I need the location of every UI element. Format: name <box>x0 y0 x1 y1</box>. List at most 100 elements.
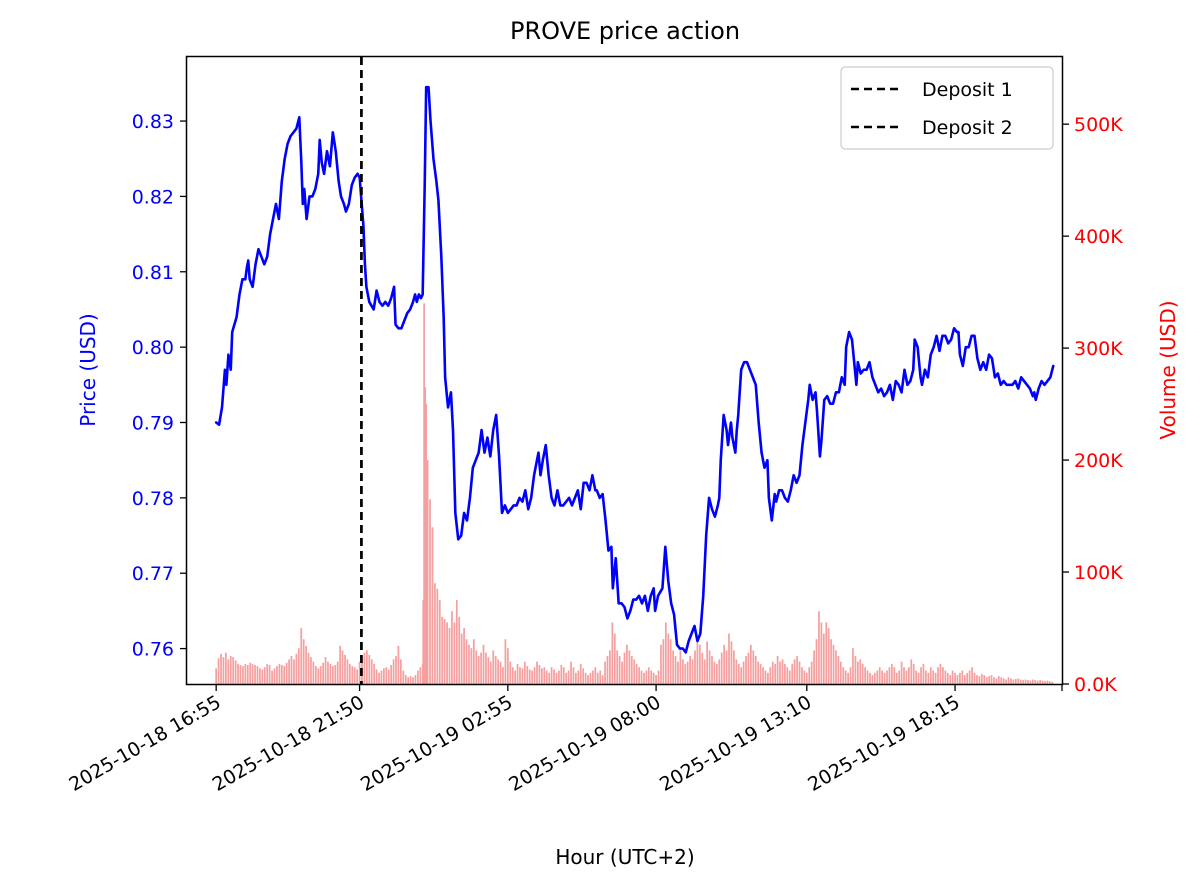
volume-bar <box>784 663 786 684</box>
volume-bar <box>1022 680 1024 684</box>
volume-bar <box>956 675 959 684</box>
y-tick-label: 0.81 <box>132 262 174 284</box>
volume-bar <box>423 303 425 684</box>
volume-bar <box>587 675 589 684</box>
volume-bar <box>370 659 373 684</box>
volume-bar <box>429 499 431 684</box>
volume-bar <box>737 663 740 684</box>
volume-bar <box>594 667 597 684</box>
volume-bar <box>356 669 358 684</box>
volume-bar <box>237 663 239 684</box>
volume-bar <box>477 656 480 684</box>
volume-bar <box>489 661 492 684</box>
volume-bar <box>689 656 691 684</box>
volume-bar <box>788 670 791 684</box>
volume-bar <box>669 639 672 684</box>
volume-bar <box>1034 680 1037 684</box>
volume-bar <box>733 650 735 684</box>
volume-bar <box>954 672 956 684</box>
volume-bar <box>791 663 794 684</box>
volume-bar <box>621 661 623 684</box>
volume-bar <box>451 611 453 684</box>
volume-bar <box>920 667 922 684</box>
volume-bar <box>567 670 570 684</box>
volume-bar <box>565 672 568 684</box>
volume-bar <box>764 670 767 684</box>
volume-bar <box>336 661 339 684</box>
volume-bar <box>455 600 458 684</box>
volume-bar <box>844 670 847 684</box>
volume-bar <box>645 670 648 684</box>
volume-bar <box>932 670 935 684</box>
volume-bar <box>404 675 407 684</box>
volume-bar <box>856 661 859 684</box>
volume-bar <box>677 661 679 684</box>
legend-label-deposit-1: Deposit 1 <box>922 79 1013 101</box>
volume-bar <box>1024 679 1027 684</box>
volume-bar <box>900 661 903 684</box>
volume-bar <box>249 662 252 684</box>
volume-bar <box>225 652 227 684</box>
volume-bar <box>949 675 952 684</box>
volume-bar <box>344 654 346 684</box>
volume-bar <box>995 678 998 684</box>
volume-bar <box>754 656 757 684</box>
volume-bar <box>1027 680 1029 684</box>
volume-bar <box>805 672 808 684</box>
volume-bar <box>978 676 981 684</box>
volume-bar <box>686 661 689 684</box>
volume-bar <box>395 656 397 684</box>
volume-bar <box>232 657 235 684</box>
volume-bar <box>968 670 971 684</box>
volume-bar <box>611 622 614 684</box>
volume-bar <box>725 650 728 684</box>
volume-bar <box>852 648 854 684</box>
volume-bar <box>575 672 577 684</box>
volume-bar <box>271 670 273 684</box>
volume-bar <box>1010 678 1012 684</box>
volume-bar <box>876 670 879 684</box>
volume-bar <box>480 652 482 684</box>
y-axis-ticks: 0.76 0.77 0.78 0.79 0.80 0.81 0.82 0.83 <box>132 111 187 661</box>
volume-bar <box>280 664 283 684</box>
volume-bar <box>285 662 288 684</box>
volume-bar <box>976 675 978 684</box>
volume-bar <box>623 652 626 684</box>
volume-bar <box>815 639 818 684</box>
volume-bar <box>324 657 327 684</box>
volume-bar <box>640 670 643 684</box>
volume-bar <box>314 666 317 684</box>
volume-bar <box>414 675 417 684</box>
volume-bar <box>592 670 594 684</box>
volume-bar <box>718 659 721 684</box>
volume-bar <box>558 670 560 684</box>
volume-bar <box>883 672 886 684</box>
volume-bar <box>523 661 526 684</box>
volume-bar <box>499 661 502 684</box>
volume-bar <box>431 527 434 684</box>
volume-bar <box>633 659 636 684</box>
volume-bar <box>331 666 334 684</box>
volume-bar <box>329 663 332 684</box>
volume-bar <box>482 644 485 684</box>
volume-bar <box>939 663 942 684</box>
volume-bar <box>878 667 881 684</box>
volume-bar <box>893 667 896 684</box>
volume-bar <box>810 661 813 684</box>
volume-bar <box>866 670 869 684</box>
volume-bar <box>728 633 730 684</box>
volume-bar <box>387 669 390 684</box>
volume-bar <box>492 650 495 684</box>
volume-bar <box>392 659 395 684</box>
volume-bar <box>380 670 383 684</box>
y-tick-label: 0.77 <box>132 563 174 585</box>
volume-bar <box>946 672 949 684</box>
y2-tick-label: 500K <box>1074 114 1123 136</box>
volume-bar <box>472 639 475 684</box>
volume-bar <box>925 670 927 684</box>
volume-bar <box>584 672 587 684</box>
volume-bar <box>917 672 920 684</box>
volume-bar <box>582 668 585 684</box>
volume-bar <box>771 661 774 684</box>
volume-bar <box>599 670 602 684</box>
